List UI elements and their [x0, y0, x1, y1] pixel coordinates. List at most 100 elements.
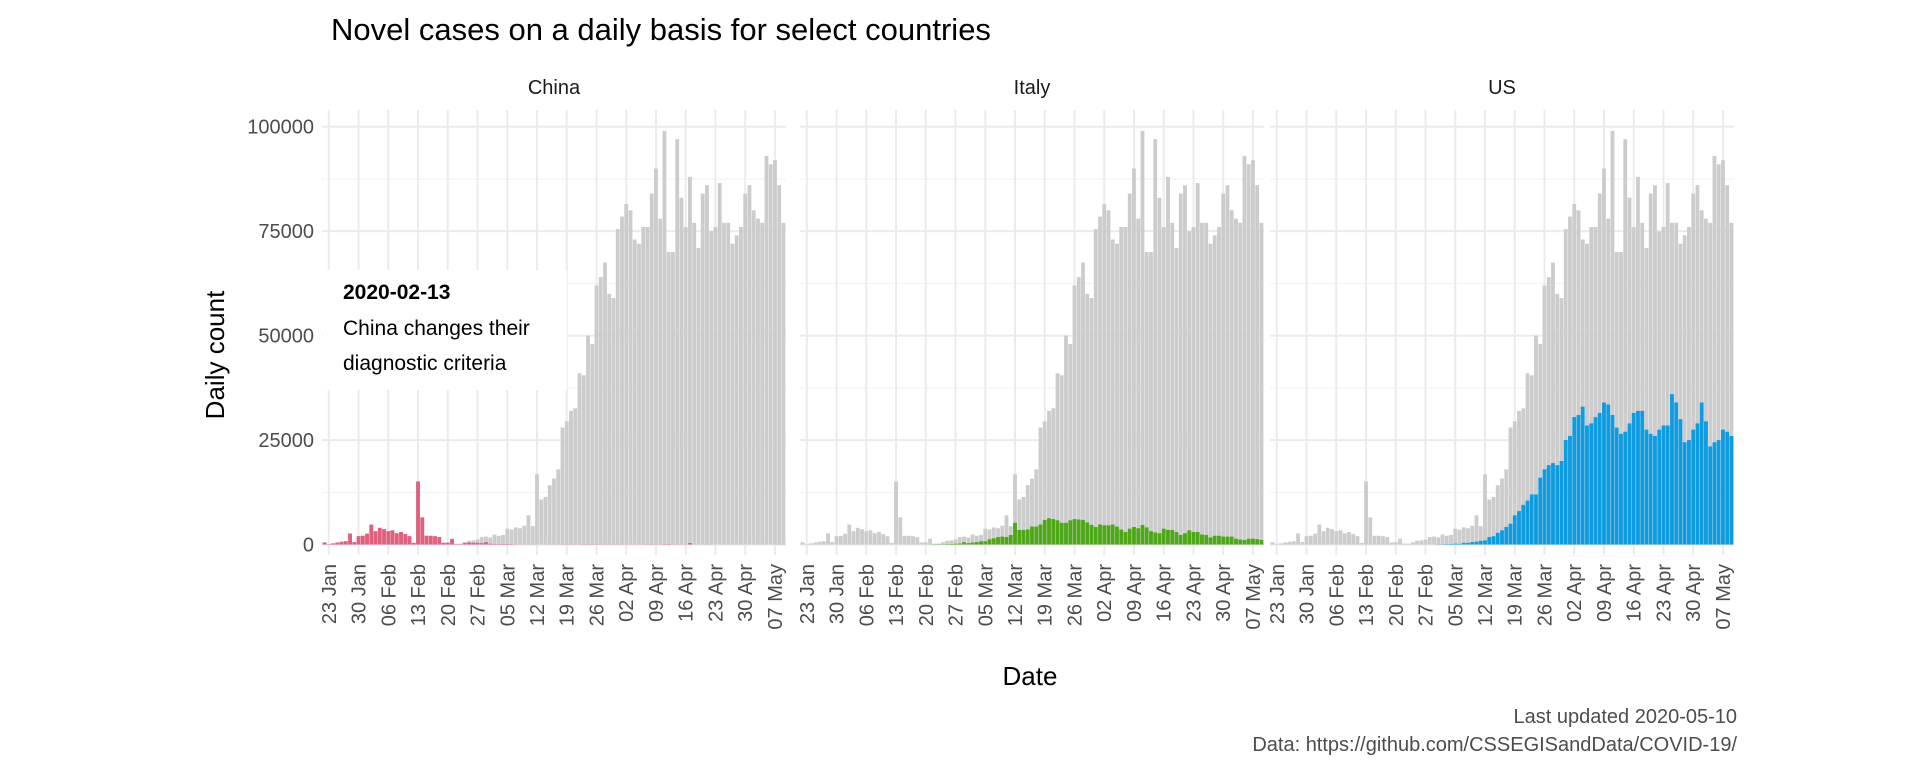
- bar-us-2020-03-26: [1542, 469, 1547, 545]
- bar-global-2020-03-16: [552, 478, 556, 545]
- bar-global-2020-03-08: [1466, 528, 1470, 545]
- bar-italy-2020-03-09: [1000, 536, 1005, 545]
- bar-china-2020-03-01: [488, 543, 493, 545]
- bar-us-2020-04-02: [1572, 417, 1577, 545]
- bar-italy-2020-03-24: [1064, 522, 1068, 545]
- bar-global-2020-04-02: [1572, 204, 1577, 545]
- bar-global-2020-05-08: [1725, 185, 1730, 545]
- bar-global-2020-03-09: [1000, 525, 1005, 545]
- bar-italy-2020-02-29: [962, 542, 966, 545]
- bar-global-2020-03-10: [526, 515, 531, 545]
- bar-global-2020-04-28: [734, 235, 739, 545]
- bar-global-2020-01-27: [1291, 541, 1296, 545]
- bar-global-2020-02-05: [1330, 529, 1334, 545]
- bar-global-2020-05-03: [1234, 218, 1238, 545]
- bar-global-2020-05-01: [1695, 185, 1700, 545]
- bar-global-2020-03-25: [1068, 343, 1073, 545]
- bar-global-2020-03-13: [539, 499, 544, 545]
- x-tick-label: 06 Feb: [1326, 564, 1348, 626]
- bar-global-2020-03-10: [1004, 515, 1009, 545]
- bar-us-2020-03-15: [1495, 532, 1500, 545]
- bar-china-2020-01-26: [339, 541, 344, 545]
- x-tick-label: 02 Apr: [616, 564, 638, 622]
- bar-global-2020-04-24: [1665, 183, 1670, 545]
- bar-china-2020-02-19: [441, 542, 446, 545]
- bar-italy-2020-04-12: [1144, 527, 1149, 545]
- bar-italy-2020-04-22: [1187, 530, 1192, 545]
- bar-global-2020-03-08: [518, 528, 522, 545]
- bar-global-2020-03-07: [1461, 527, 1466, 545]
- x-tick-label: 26 Mar: [586, 564, 608, 627]
- bar-global-2020-04-22: [1187, 231, 1192, 545]
- bar-global-2020-03-28: [1081, 262, 1085, 545]
- bar-global-2020-05-07: [1721, 160, 1725, 545]
- bar-global-2020-05-09: [781, 222, 786, 545]
- bar-global-2020-03-18: [1038, 427, 1043, 545]
- bar-italy-2020-03-18: [1038, 524, 1043, 545]
- annotation-title: 2020-02-13: [343, 281, 450, 304]
- bar-global-2020-02-25: [945, 540, 949, 545]
- bar-global-2020-04-03: [1576, 210, 1581, 545]
- bar-global-2020-05-07: [773, 160, 777, 545]
- bar-global-2020-03-04: [1449, 534, 1453, 545]
- bar-global-2020-03-13: [1017, 499, 1022, 545]
- bar-us-2020-03-10: [1474, 541, 1479, 545]
- bar-italy-2020-03-06: [987, 539, 992, 545]
- bar-italy-2020-03-27: [1076, 519, 1081, 545]
- bar-global-2020-02-22: [1402, 543, 1407, 545]
- bar-global-2020-04-10: [1136, 218, 1141, 545]
- bar-global-2020-02-19: [1389, 542, 1394, 545]
- bar-global-2020-02-20: [1393, 542, 1398, 545]
- bar-global-2020-01-30: [1304, 536, 1309, 545]
- bar-global-2020-04-05: [1585, 243, 1589, 545]
- bar-global-2020-04-13: [1619, 252, 1623, 545]
- bar-italy-2020-04-21: [1183, 533, 1187, 545]
- bar-global-2020-03-12: [1013, 474, 1017, 545]
- bar-china-2020-02-27: [475, 542, 480, 545]
- bar-global-2020-04-06: [1119, 226, 1124, 545]
- bar-global-2020-05-04: [760, 222, 765, 545]
- bar-italy-2020-04-30: [1221, 536, 1226, 545]
- x-tick-label: 12 Mar: [1475, 564, 1497, 627]
- x-tick-label: 23 Jan: [797, 564, 819, 624]
- bar-italy-2020-05-02: [1229, 536, 1234, 545]
- bar-global-2020-03-17: [1504, 469, 1509, 545]
- bar-global-2020-04-08: [649, 193, 654, 545]
- bar-italy-2020-04-02: [1102, 525, 1107, 545]
- bar-global-2020-03-28: [1551, 262, 1555, 545]
- bar-italy-2020-03-02: [970, 542, 975, 545]
- bar-us-2020-03-16: [1500, 530, 1504, 545]
- bar-global-2020-02-29: [1432, 536, 1436, 545]
- bar-us-2020-04-11: [1610, 415, 1615, 545]
- bar-global-2020-05-09: [1729, 222, 1734, 545]
- bar-global-2020-04-15: [1627, 197, 1632, 545]
- bar-global-2020-03-03: [1444, 535, 1449, 545]
- bar-china-2020-03-05: [505, 543, 510, 545]
- bar-italy-2020-04-11: [1140, 524, 1145, 545]
- bar-us-2020-05-09: [1729, 435, 1734, 545]
- bar-global-2020-03-27: [598, 277, 603, 545]
- bar-italy-2020-03-16: [1030, 526, 1034, 545]
- bar-us-2020-03-17: [1504, 527, 1509, 545]
- bar-global-2020-04-03: [1106, 210, 1111, 545]
- x-tick-label: 26 Mar: [1534, 564, 1556, 627]
- bar-global-2020-05-03: [1704, 218, 1708, 545]
- bar-italy-2020-04-08: [1127, 528, 1132, 545]
- bar-us-2020-03-30: [1559, 460, 1564, 545]
- bar-global-2020-03-23: [581, 375, 586, 545]
- bar-us-2020-03-19: [1512, 515, 1517, 545]
- x-tick-label: 23 Jan: [319, 564, 341, 624]
- bar-global-2020-04-20: [700, 193, 705, 545]
- bar-global-2020-03-19: [1512, 421, 1517, 545]
- bar-us-2020-03-13: [1487, 537, 1492, 545]
- panel-italy: Italy 23 Jan 30 Jan 06 Feb 13 Feb 20 Feb 27 Fe…: [797, 77, 1265, 630]
- bar-us-2020-04-28: [1682, 442, 1687, 545]
- bar-global-2020-03-06: [1457, 529, 1462, 545]
- x-tick-label: 23 Apr: [1183, 564, 1205, 622]
- bar-global-2020-03-29: [607, 293, 612, 545]
- bar-italy-2020-04-15: [1157, 533, 1162, 545]
- bar-global-2020-02-28: [1427, 537, 1432, 545]
- bar-global-2020-03-18: [1508, 427, 1513, 545]
- bar-italy-2020-03-17: [1034, 526, 1039, 545]
- bar-italy-2020-03-31: [1093, 527, 1098, 545]
